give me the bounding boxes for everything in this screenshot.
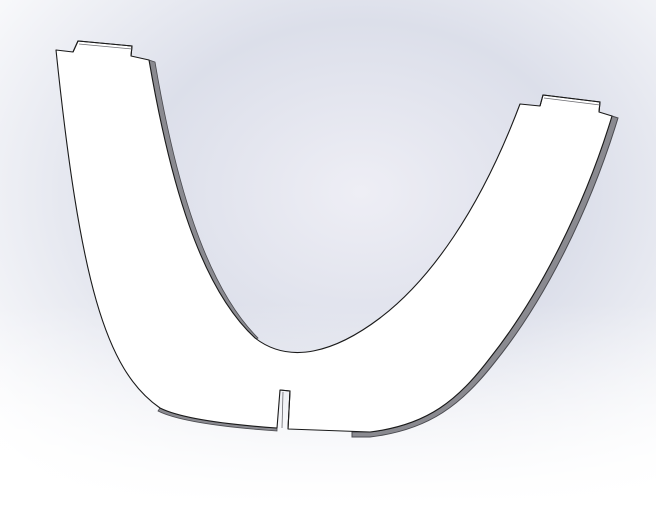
right-tab-outline (539, 94, 601, 113)
part-front-face[interactable] (55, 40, 613, 433)
bottom-slot-inner-edge (281, 391, 284, 429)
left-tab-outline (72, 40, 133, 57)
bottom-slot-notch (279, 389, 291, 430)
right-tab-thickness-line (543, 97, 601, 106)
left-tab-thickness-line (78, 43, 133, 50)
